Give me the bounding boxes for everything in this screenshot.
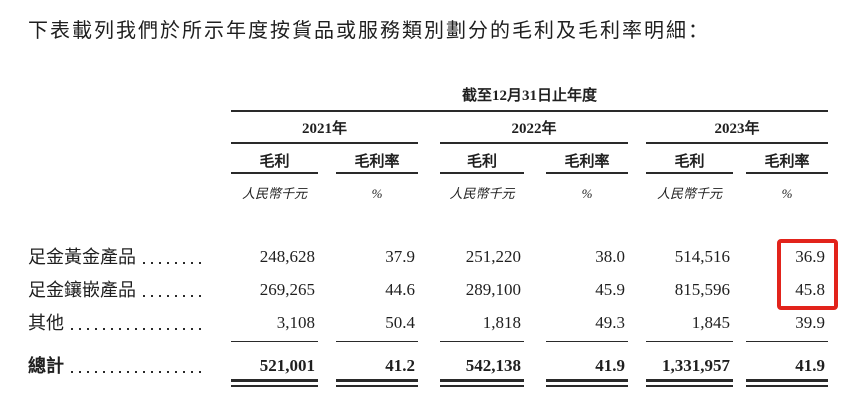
table-cell: 514,516 — [674, 247, 730, 266]
total-row-label: 總計 — [28, 355, 205, 377]
col-header-rule — [440, 172, 524, 174]
pre-total-rule — [746, 341, 828, 342]
dot-leader — [71, 371, 203, 373]
total-cell: 41.2 — [385, 356, 415, 375]
total-cell: 41.9 — [595, 356, 625, 375]
year-rule — [231, 142, 418, 144]
total-double-rule — [546, 379, 628, 387]
table-cell: 44.6 — [385, 280, 415, 299]
unit-header-percent: % — [581, 186, 593, 201]
table-row-label: 足金鑲嵌產品 — [28, 279, 205, 301]
total-cell: 41.9 — [795, 356, 825, 375]
pre-total-rule — [546, 341, 628, 342]
dot-leader — [143, 295, 203, 297]
year-rule — [440, 142, 628, 144]
col-header-rule — [231, 172, 318, 174]
pre-total-rule — [231, 341, 318, 342]
col-header-margin: 毛利率 — [564, 154, 610, 170]
year-header-2021: 2021年 — [301, 121, 347, 137]
table-cell: 269,265 — [259, 280, 315, 299]
table-cell: 815,596 — [674, 280, 730, 299]
period-header-rule — [231, 110, 828, 112]
table-cell: 1,818 — [482, 313, 521, 332]
table-cell-highlighted: 36.9 — [795, 247, 825, 266]
total-cell: 521,001 — [259, 356, 315, 375]
col-header-margin: 毛利率 — [764, 154, 810, 170]
row-label-text: 足金黃金產品 — [28, 247, 136, 267]
table-cell-highlighted: 45.8 — [795, 280, 825, 299]
col-header-rule — [336, 172, 418, 174]
col-header-gross-profit: 毛利 — [466, 154, 497, 170]
row-label-text: 足金鑲嵌產品 — [28, 280, 136, 300]
col-header-gross-profit: 毛利 — [259, 154, 290, 170]
red-highlight-box — [777, 239, 838, 310]
unit-header-rmb: 人民幣千元 — [449, 186, 515, 201]
total-double-rule — [646, 379, 733, 387]
table-cell: 38.0 — [595, 247, 625, 266]
table-cell: 251,220 — [465, 247, 521, 266]
table-cell: 39.9 — [795, 313, 825, 332]
total-double-rule — [440, 379, 524, 387]
table-cell: 50.4 — [385, 313, 415, 332]
col-header-rule — [546, 172, 628, 174]
table-cell: 248,628 — [259, 247, 315, 266]
year-rule — [646, 142, 828, 144]
dot-leader — [143, 262, 203, 264]
pre-total-rule — [646, 341, 733, 342]
col-header-margin: 毛利率 — [354, 154, 400, 170]
unit-header-percent: % — [371, 186, 383, 201]
period-header: 截至12月31日止年度 — [461, 88, 597, 104]
total-cell: 542,138 — [465, 356, 521, 375]
table-cell: 45.9 — [595, 280, 625, 299]
row-label-text: 總計 — [28, 356, 64, 376]
unit-header-rmb: 人民幣千元 — [241, 186, 307, 201]
unit-header-percent: % — [781, 186, 793, 201]
table-row-label: 足金黃金產品 — [28, 246, 205, 268]
total-double-rule — [231, 379, 318, 387]
pre-total-rule — [440, 341, 524, 342]
table-cell: 37.9 — [385, 247, 415, 266]
row-label-text: 其他 — [28, 313, 64, 333]
table-cell: 3,108 — [276, 313, 315, 332]
table-cell: 1,845 — [691, 313, 730, 332]
col-header-gross-profit: 毛利 — [674, 154, 705, 170]
intro-text: 下表載列我們於所示年度按貨品或服務類別劃分的毛利及毛利率明細： — [28, 20, 710, 42]
table-row-label: 其他 — [28, 312, 205, 334]
year-header-2022: 2022年 — [511, 121, 557, 137]
table-cell: 49.3 — [595, 313, 625, 332]
dot-leader — [71, 328, 203, 330]
unit-header-rmb: 人民幣千元 — [656, 186, 722, 201]
pre-total-rule — [336, 341, 418, 342]
total-cell: 1,331,957 — [662, 356, 730, 375]
total-double-rule — [746, 379, 828, 387]
year-header-2023: 2023年 — [714, 121, 760, 137]
col-header-rule — [646, 172, 733, 174]
col-header-rule — [746, 172, 828, 174]
table-cell: 289,100 — [465, 280, 521, 299]
total-double-rule — [336, 379, 418, 387]
